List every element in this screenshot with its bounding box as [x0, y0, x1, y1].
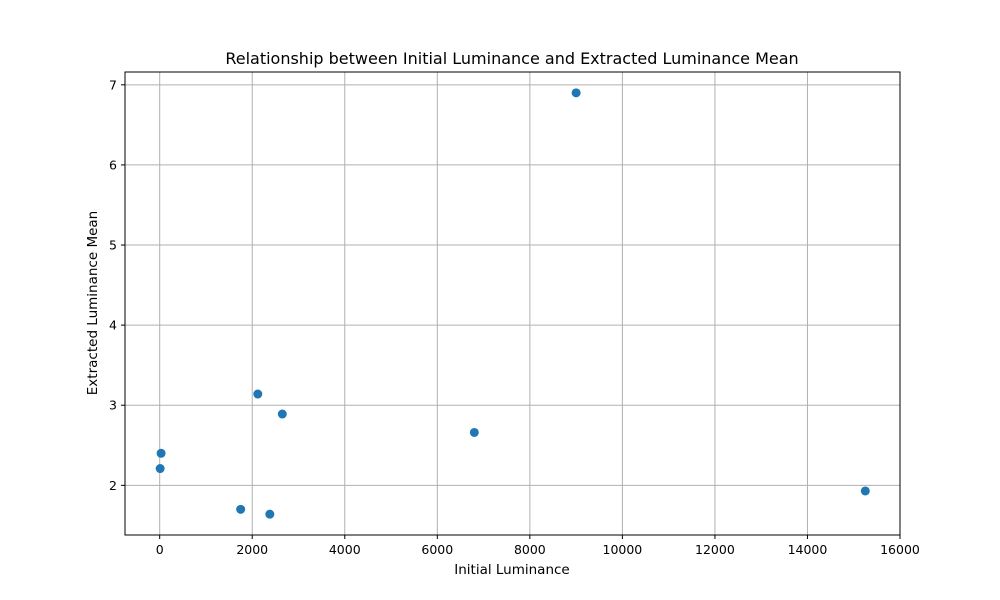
data-point: [253, 389, 263, 399]
x-tick-label: 14000: [788, 542, 828, 557]
data-point: [265, 509, 275, 519]
y-tick-label: 4: [109, 318, 117, 333]
data-point: [155, 464, 165, 474]
data-point: [469, 427, 479, 437]
chart-title: Relationship between Initial Luminance a…: [225, 49, 798, 68]
y-tick-label: 7: [109, 77, 117, 92]
x-tick-label: 16000: [880, 542, 920, 557]
x-tick-label: 10000: [603, 542, 643, 557]
y-tick-label: 5: [109, 238, 117, 253]
plot-area-frame: [124, 71, 901, 536]
data-point: [571, 88, 581, 98]
x-axis-ticks: 0 2000 4000 6000 8000 10000 12000 14000 16000: [156, 535, 920, 557]
x-tick-label: 12000: [695, 542, 735, 557]
y-tick-label: 3: [109, 398, 117, 413]
grid: [125, 72, 901, 535]
data-point: [277, 409, 287, 419]
y-tick-label: 2: [109, 478, 117, 493]
data-point: [860, 486, 870, 496]
data-point: [236, 504, 246, 514]
x-axis-label: Initial Luminance: [454, 562, 570, 578]
x-tick-label: 0: [156, 542, 164, 557]
x-tick-label: 8000: [514, 542, 546, 557]
x-tick-label: 2000: [236, 542, 268, 557]
data-point: [156, 448, 166, 458]
data-points: [155, 88, 870, 519]
x-tick-label: 4000: [329, 542, 361, 557]
y-axis-ticks: 2 3 4 5 6 7: [109, 77, 125, 493]
x-tick-label: 6000: [421, 542, 453, 557]
y-axis-label: Extracted Luminance Mean: [85, 211, 101, 395]
y-tick-label: 6: [109, 157, 117, 172]
